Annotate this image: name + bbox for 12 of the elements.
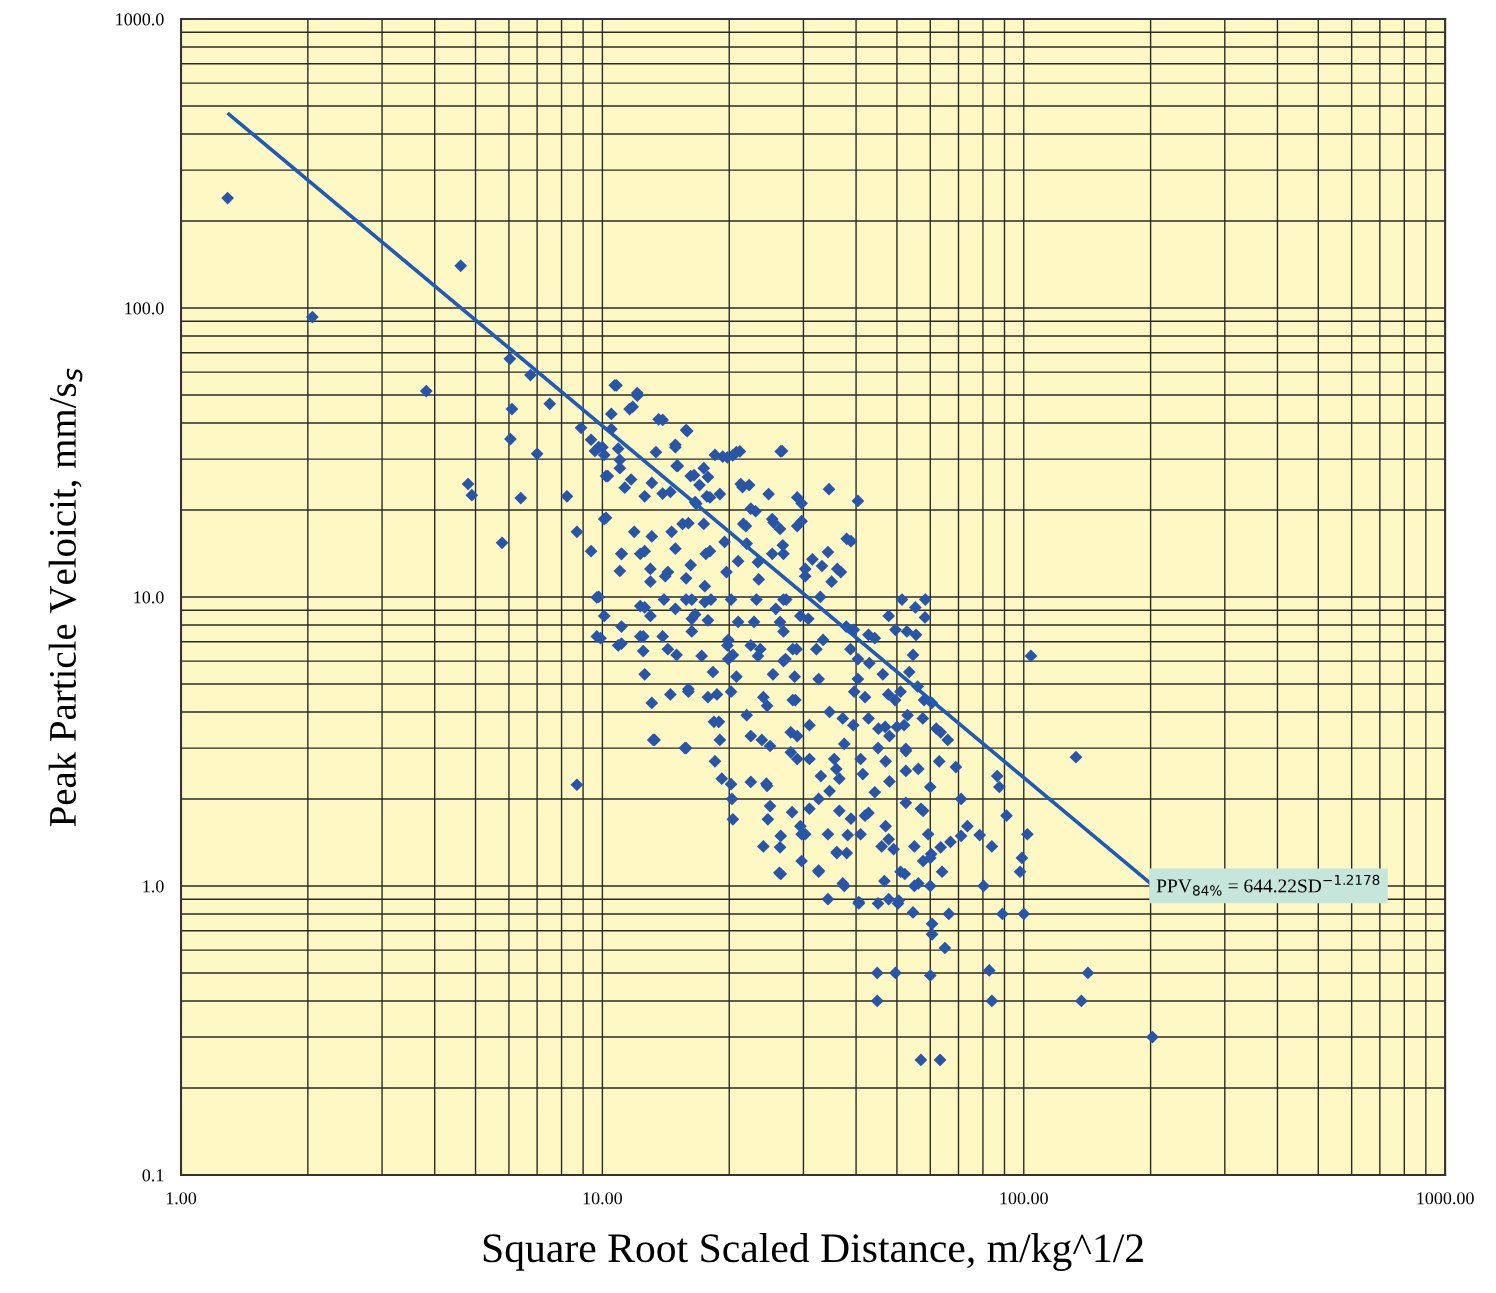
x-tick-label: 100.00	[1000, 1192, 1048, 1205]
y-tick-label: 10.0	[134, 591, 164, 604]
y-tick-label: 100.0	[125, 302, 164, 315]
annotation: PPV$_{84%}$ = 644.22SD$^{−1.2178}$	[1156, 874, 1380, 896]
y-tick-label: 0.1	[142, 1169, 164, 1182]
x-tick-label: 1000.00	[1417, 1192, 1474, 1205]
x-axis-title: Square Root Scaled Distance, m/kg^1/2	[483, 1232, 1143, 1271]
y-tick-label: 1000.0	[116, 13, 164, 26]
x-tick-label: 10.00	[583, 1192, 623, 1205]
y-tick-label: 1.0	[143, 880, 164, 893]
y-axis-title: Peak Particle Veloicit, mm/s$_{s}$	[48, 368, 83, 827]
x-tick-label: 1.00	[166, 1192, 197, 1205]
